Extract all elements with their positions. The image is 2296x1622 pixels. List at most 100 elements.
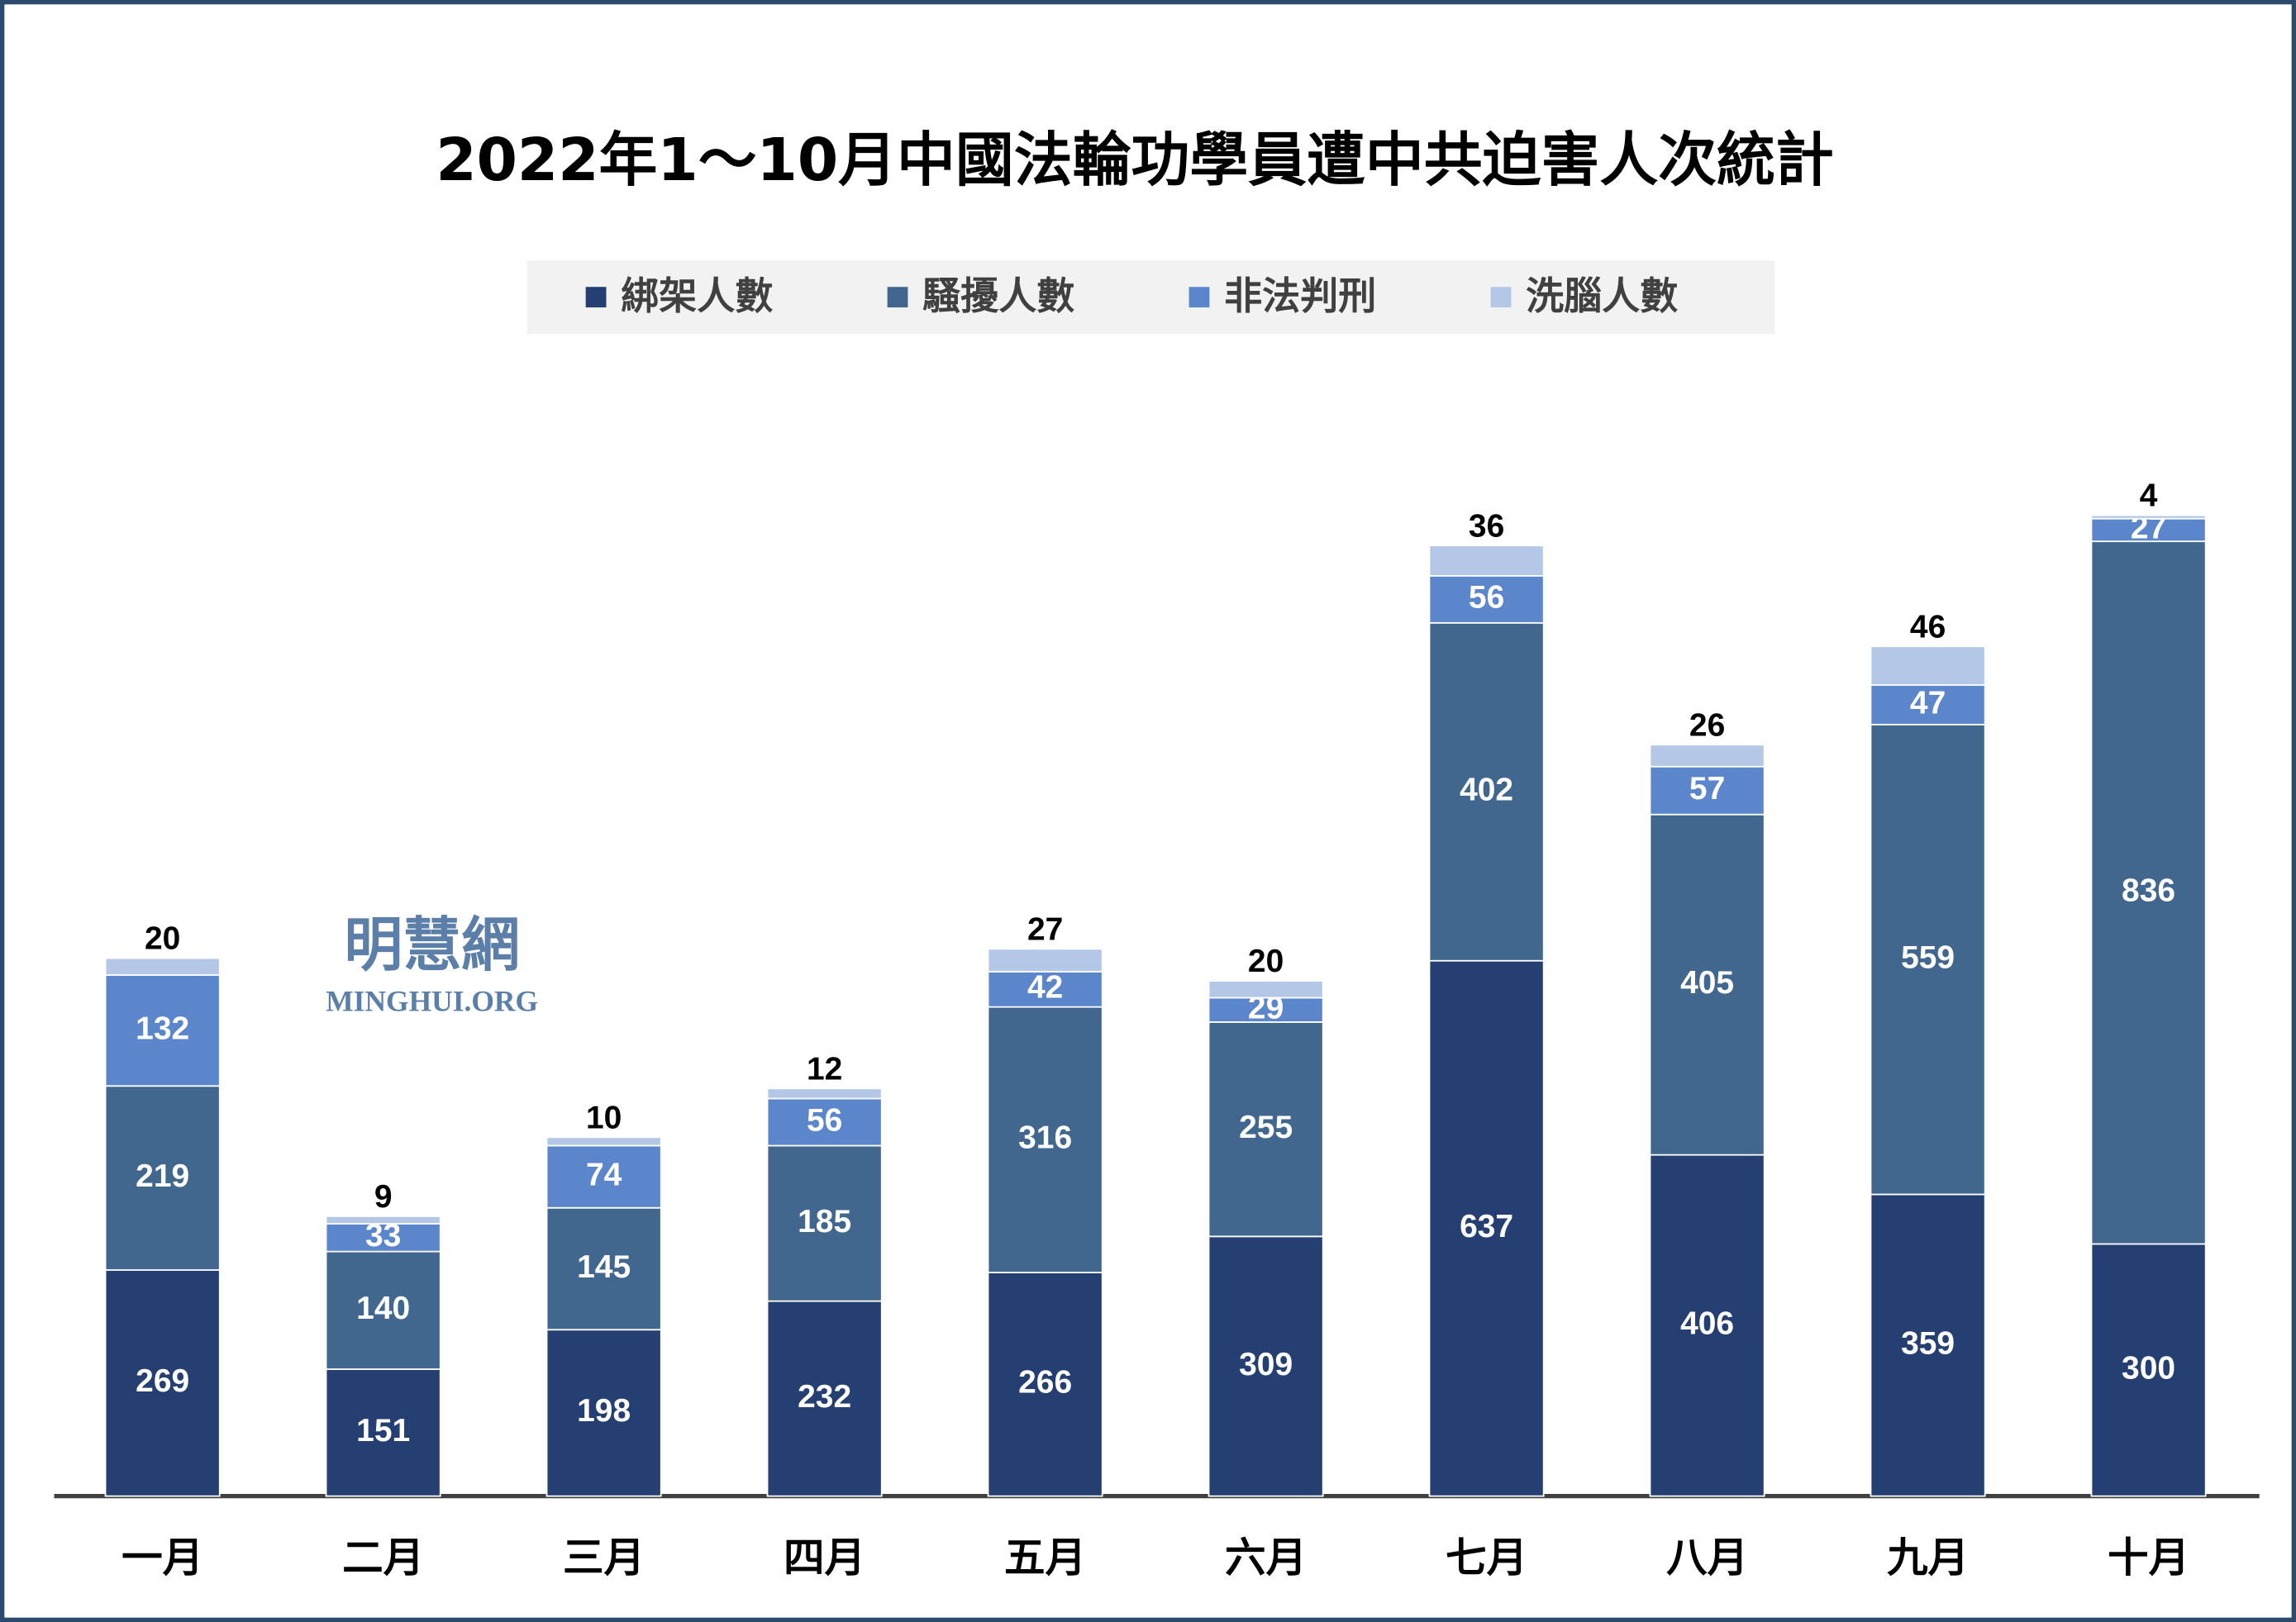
bar-segment (766, 1087, 883, 1100)
bar-segment (545, 1144, 662, 1209)
bar-segment (1649, 765, 1765, 816)
legend-label: 騷擾人數 (922, 274, 1074, 318)
data-label: 42 (1027, 970, 1063, 1006)
data-label: 637 (1460, 1209, 1513, 1244)
bar-segment (104, 974, 221, 1087)
data-label: 4 (2140, 478, 2158, 514)
bar-segment (1428, 545, 1545, 577)
bar-segment (1870, 645, 1986, 686)
bar-segment (1208, 1235, 1324, 1497)
bar-segment (1870, 1193, 1986, 1497)
data-label: 140 (356, 1291, 410, 1326)
data-label: 836 (2122, 873, 2175, 909)
data-label: 20 (1248, 944, 1284, 979)
data-label: 300 (2122, 1350, 2175, 1386)
data-label: 359 (1901, 1325, 1955, 1361)
data-label: 559 (1901, 939, 1955, 975)
bar-segment (766, 1300, 883, 1497)
data-label: 232 (798, 1379, 851, 1415)
chart-title: 2022年1～10月中國法輪功學員遭中共迫害人次統計 (436, 126, 1833, 194)
data-label: 74 (586, 1157, 622, 1192)
data-label: 219 (136, 1158, 189, 1194)
data-label: 10 (586, 1100, 622, 1135)
x-tick-label: 八月 (1666, 1534, 1748, 1582)
bar-segment (2090, 517, 2207, 543)
bar-segment (1428, 959, 1545, 1497)
legend-label: 非法判刑 (1224, 274, 1376, 318)
x-tick-label: 四月 (784, 1534, 865, 1582)
x-tick-label: 三月 (563, 1534, 645, 1582)
bar-segment (545, 1329, 662, 1497)
data-label: 132 (136, 1011, 189, 1046)
data-label: 56 (807, 1102, 842, 1138)
bar-segment (2090, 1243, 2207, 1497)
bar-segment (325, 1368, 441, 1497)
bar-segment (766, 1144, 883, 1302)
bar-segment (987, 1006, 1103, 1273)
x-tick-label: 六月 (1225, 1534, 1307, 1582)
bar-segment (987, 1272, 1103, 1497)
data-label: 266 (1018, 1365, 1072, 1401)
legend-label: 洗腦人數 (1526, 274, 1678, 318)
bar-segment (104, 1269, 221, 1497)
bar-segment (1428, 574, 1545, 624)
bar-segment (1870, 684, 1986, 725)
x-tick-label: 二月 (342, 1534, 424, 1582)
data-label: 405 (1680, 965, 1734, 1001)
data-label: 12 (807, 1051, 842, 1087)
bar-segment (104, 957, 221, 976)
legend-box (526, 260, 1775, 334)
bar-segment (1649, 744, 1765, 768)
data-label: 56 (1469, 580, 1504, 616)
legend-swatch (887, 287, 908, 308)
data-label: 255 (1239, 1110, 1293, 1145)
bar-segment (2090, 540, 2207, 1245)
bar-segment (545, 1206, 662, 1331)
data-label: 151 (356, 1413, 410, 1448)
x-tick-label: 九月 (1887, 1534, 1969, 1582)
x-tick-label: 十月 (2108, 1534, 2189, 1582)
watermark-name: 明慧網 (344, 914, 520, 978)
data-label: 402 (1460, 773, 1513, 808)
watermark-site: MINGHUI.ORG (326, 984, 538, 1017)
data-label: 47 (1910, 685, 1946, 721)
data-label: 36 (1469, 508, 1504, 544)
bar-segment (1649, 813, 1765, 1156)
bar-segment (545, 1136, 662, 1147)
bar-segment (325, 1223, 441, 1253)
data-label: 145 (577, 1249, 631, 1285)
bar-segment (987, 948, 1103, 973)
x-tick-label: 七月 (1446, 1534, 1527, 1582)
data-label: 185 (798, 1204, 851, 1239)
bar-segment (104, 1085, 221, 1271)
legend-swatch (585, 287, 607, 308)
bar-segment (1208, 980, 1324, 999)
bar-segment (1208, 1021, 1324, 1238)
x-tick-label: 五月 (1004, 1534, 1086, 1582)
data-label: 316 (1018, 1120, 1072, 1156)
bar-segment (1649, 1153, 1765, 1497)
legend-label: 綁架人數 (621, 274, 773, 318)
bar-segment (325, 1250, 441, 1370)
data-label: 27 (1027, 912, 1063, 948)
data-label: 57 (1689, 771, 1725, 806)
bar-segment (987, 971, 1103, 1008)
x-tick-label: 一月 (121, 1534, 203, 1582)
data-label: 198 (577, 1393, 631, 1429)
data-label: 46 (1910, 609, 1946, 645)
data-label: 20 (145, 921, 180, 957)
legend-swatch (1490, 287, 1512, 308)
data-label: 9 (374, 1179, 393, 1215)
bar-segment (766, 1097, 883, 1147)
bar-segment (1428, 621, 1545, 962)
data-label: 269 (136, 1363, 189, 1399)
bar-segment (1870, 724, 1986, 1196)
bar-segment (325, 1215, 441, 1225)
data-label: 309 (1239, 1347, 1293, 1382)
legend-swatch (1188, 287, 1210, 308)
data-label: 26 (1689, 707, 1725, 743)
data-label: 406 (1680, 1306, 1734, 1341)
bar-segment (2090, 514, 2207, 520)
